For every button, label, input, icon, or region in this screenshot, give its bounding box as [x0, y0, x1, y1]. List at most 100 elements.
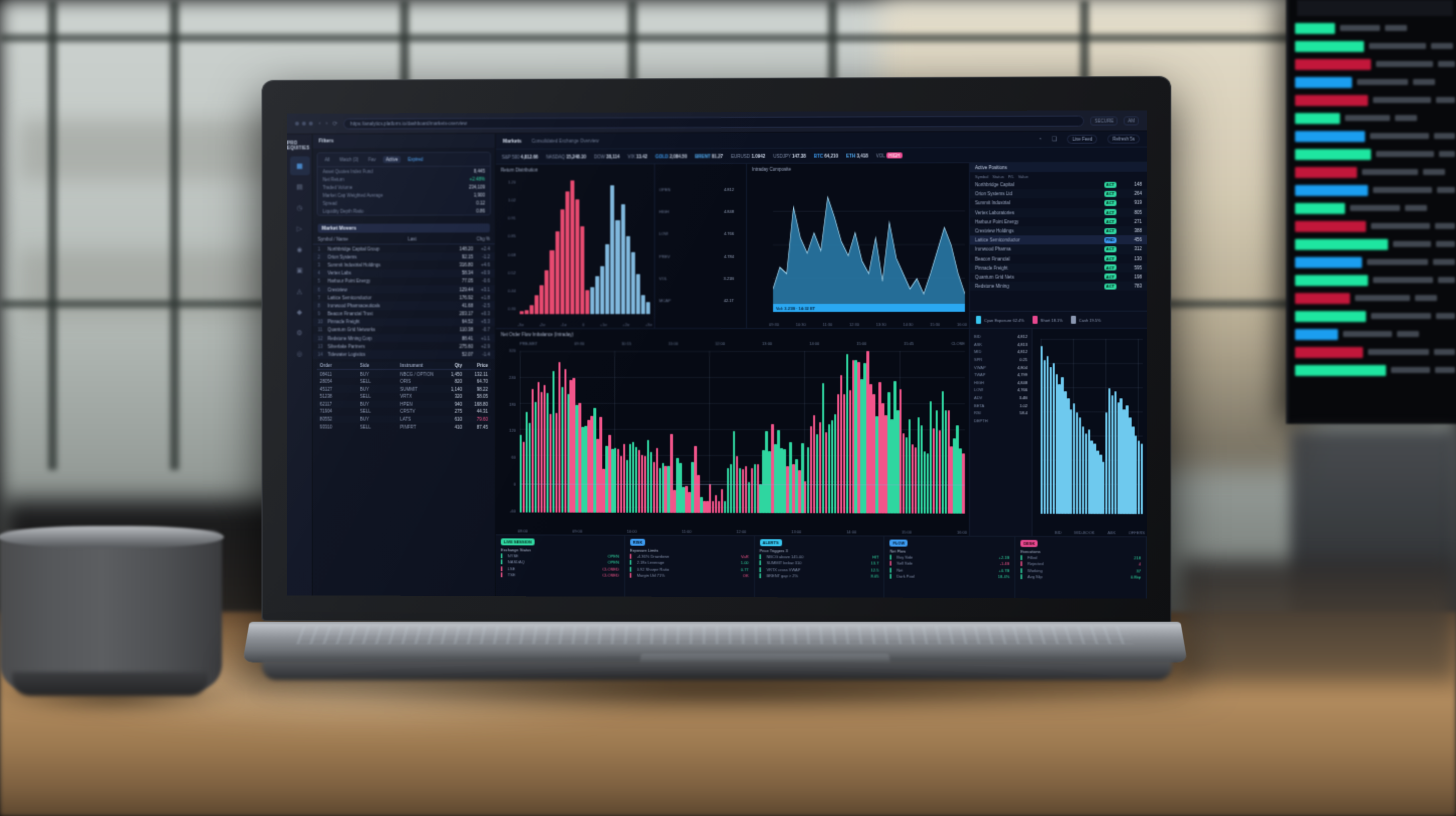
list-item[interactable]: 8 Ironwood Pharmaceuticals 41.68 -2.5: [312, 301, 495, 310]
metric-s-p-500[interactable]: S&P 500 4,812.66: [501, 154, 539, 160]
market-movers-list[interactable]: 1 Northbridge Capital Group 148.20 +2.4 2 Ori…: [312, 244, 495, 359]
list-item[interactable]: 5 Harbour Point Energy 77.05 -0.6: [313, 277, 495, 285]
list-item[interactable]: 7 Lattice Semiconductor 176.92 +1.8: [313, 293, 495, 301]
table-row[interactable]: Ironwood Pharma ACT 312: [969, 244, 1147, 255]
metric-dow[interactable]: DOW 38,114: [594, 153, 620, 159]
table-row[interactable]: Redstone Mining ACT 783: [969, 281, 1147, 291]
status-card-title: Exchange Status: [500, 546, 531, 552]
list-item[interactable]: 1 Northbridge Capital Group 148.20 +2.4: [313, 244, 495, 252]
table-cell: 71904: [319, 409, 333, 415]
metric-btc[interactable]: BTC 64,210: [813, 153, 839, 159]
status-tick: ▌: [1020, 555, 1024, 561]
list-item[interactable]: 6 Crestview 129.44 +3.1: [312, 285, 495, 294]
sidebar-item-risk[interactable]: ◆: [296, 308, 303, 316]
table-cell: 610: [454, 416, 463, 422]
laptop-keyboard[interactable]: [296, 626, 1134, 645]
table-row[interactable]: 08411 BUY NBCG / OPTION 1,450 132.11: [316, 370, 491, 378]
sidebar-item-alerts[interactable]: ◬: [296, 287, 303, 295]
table-cell: BUY: [359, 386, 370, 392]
metric-eurusd[interactable]: EURUSD 1.0942: [731, 153, 766, 159]
table-row[interactable]: Crestview Holdings ACT 388: [969, 226, 1147, 236]
row-price: 88.41: [461, 335, 474, 341]
list-item[interactable]: 3 Summit Industrial Holdings 316.80 +4.6: [313, 261, 495, 269]
sidebar-item-reports[interactable]: ▣: [296, 267, 303, 275]
filter-tab-2[interactable]: Fav: [368, 157, 376, 163]
filter-tab-4[interactable]: Expired: [407, 156, 423, 162]
table-row[interactable]: 45127 BUY SUMMIT 1,140 98.22: [316, 385, 491, 393]
list-item[interactable]: 4 Vertex Labs 58.34 +0.9: [312, 268, 495, 278]
list-item[interactable]: 13 Silverlake Partners 275.60 +2.9: [313, 342, 495, 350]
table-row[interactable]: 62117 BUY HPEN 940 168.80: [316, 400, 491, 408]
filter-tab-0[interactable]: All: [324, 157, 330, 163]
sidebar-item-portfolio[interactable]: ▤: [296, 183, 303, 191]
metric-usdjpy[interactable]: USDJPY 147.38: [773, 153, 806, 159]
legend-item: Short 18.1%: [1032, 315, 1063, 324]
monitor-label: [1340, 25, 1380, 31]
volume-bar-sell: [558, 362, 561, 513]
row-index: 7: [317, 295, 321, 301]
table-row[interactable]: Lattice Semiconductor PND 456: [969, 235, 1147, 245]
depth-footer-label: DEPTH: [974, 418, 988, 424]
sidebar-item-dashboard[interactable]: ▦: [289, 156, 310, 176]
table-row[interactable]: 93310 SELL PINFRT 410 87.45: [317, 423, 491, 431]
table-row[interactable]: Harbour Point Energy ACT 271: [970, 217, 1147, 227]
list-item[interactable]: 9 Beacon Financial Trust 203.17 +0.3: [313, 310, 495, 318]
sidebar-item-help[interactable]: ◎: [296, 350, 303, 358]
back-icon[interactable]: ‹: [318, 120, 321, 126]
row-name: Northbridge Capital Group: [327, 246, 380, 252]
address-bar[interactable]: https://analytics.platform.io/dashboard/…: [343, 115, 1085, 129]
list-item[interactable]: 14 Tidewater Logistics 52.07 -1.4: [312, 350, 495, 359]
table-row[interactable]: Quantum Grid Nets ACT 198: [970, 272, 1147, 281]
table-row[interactable]: Northbridge Capital ACT 148: [970, 180, 1147, 190]
list-item[interactable]: 12 Redstone Mining Corp 88.41 +1.1: [312, 334, 495, 343]
avatar[interactable]: AM: [1123, 115, 1139, 125]
list-item[interactable]: 2 Orion Systems 92.15 -1.2: [312, 252, 495, 261]
settings-icon[interactable]: ❑: [1051, 136, 1058, 143]
close-icon[interactable]: [295, 121, 300, 126]
metric-nasdaq[interactable]: NASDAQ 15,248.10: [545, 153, 587, 160]
reload-icon[interactable]: ⟳: [332, 120, 338, 127]
refresh-pill[interactable]: Refresh 5s: [1107, 134, 1140, 144]
bell-icon[interactable]: ◔: [1038, 136, 1042, 143]
table-row[interactable]: Summit Industrial ACT 919: [970, 198, 1147, 208]
positions-rows[interactable]: Northbridge Capital ACT 148 Orion Systems L…: [969, 180, 1147, 291]
metric-vix[interactable]: VIX 13.42: [627, 153, 648, 159]
metric-gold[interactable]: GOLD 2,084.50: [655, 153, 688, 159]
monitor-label: [1370, 313, 1432, 319]
x-tick: 16:00: [956, 529, 967, 535]
table-row[interactable]: Pinnacle Freight ACT 595: [969, 263, 1147, 273]
table-row[interactable]: 28054 SELL ORIS 820 64.70: [317, 378, 491, 386]
histogram-bar-positive: [646, 302, 651, 315]
filter-tab-3[interactable]: Active: [382, 156, 401, 164]
list-item[interactable]: 11 Quantum Grid Networks 110.38 -0.7: [313, 326, 495, 334]
sidebar-item-analytics[interactable]: ◷: [296, 204, 303, 212]
table-row[interactable]: Orion Systems Ltd ACT 264: [969, 189, 1147, 199]
status-label: NBCG above 145.00: [766, 554, 804, 560]
table-cell: 98.22: [476, 386, 488, 392]
maximize-icon[interactable]: [308, 121, 313, 126]
table-row[interactable]: 51238 SELL VRTX 320 58.05: [317, 393, 491, 401]
monitor-value: [1437, 61, 1455, 67]
table-row[interactable]: 80552 BUY LATS 610 79.60: [316, 415, 491, 424]
status-value: VaR: [741, 554, 749, 560]
section-title-market-movers: Market Movers: [317, 223, 490, 233]
metric-eth[interactable]: ETH 3,418: [846, 152, 868, 159]
list-item[interactable]: 10 Pinnacle Freight 64.52 +5.3: [312, 317, 495, 327]
sidebar-item-orders[interactable]: ◉: [296, 246, 303, 254]
metric-vol[interactable]: VOL HIGH: [876, 152, 903, 159]
table-row[interactable]: 71904 SELL CRSTV 275 44.31: [317, 408, 491, 416]
sidebar-item-settings[interactable]: ⚙: [296, 329, 303, 337]
sidebar-item-markets[interactable]: ▷: [296, 225, 303, 233]
minimize-icon[interactable]: [301, 121, 306, 126]
monitor-value: [1438, 151, 1455, 157]
forward-icon[interactable]: ›: [325, 119, 328, 126]
table-row[interactable]: Beacon Financial ACT 130: [970, 254, 1147, 264]
filter-tab-1[interactable]: Watch (3): [339, 157, 359, 163]
table-row[interactable]: Vertex Laboratories ACT 805: [969, 207, 1147, 218]
volume-bar-sell: [824, 432, 828, 514]
live-feed-pill[interactable]: Live Feed: [1067, 134, 1098, 144]
window-controls[interactable]: [295, 121, 313, 126]
table-cell: 275: [454, 409, 463, 415]
table-cell: SELL: [359, 424, 371, 430]
metric-brent[interactable]: BRENT 81.27: [695, 153, 724, 159]
